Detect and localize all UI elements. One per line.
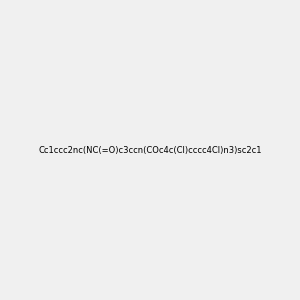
Text: Cc1ccc2nc(NC(=O)c3ccn(COc4c(Cl)cccc4Cl)n3)sc2c1: Cc1ccc2nc(NC(=O)c3ccn(COc4c(Cl)cccc4Cl)n… xyxy=(38,146,262,154)
